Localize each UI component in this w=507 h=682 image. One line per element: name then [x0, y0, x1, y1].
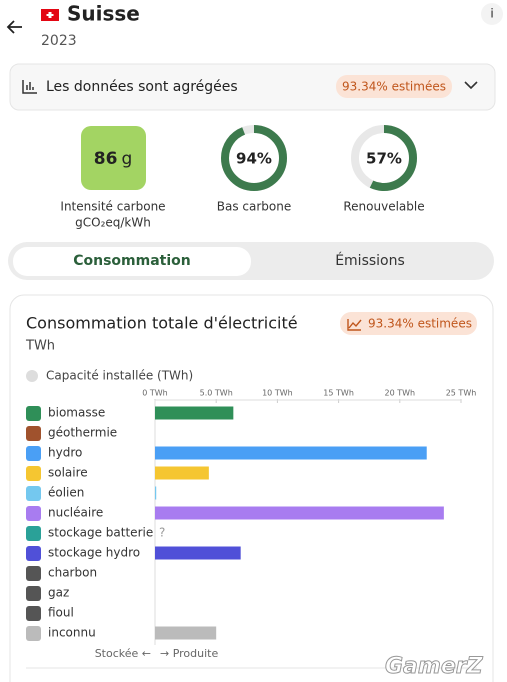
ring-value: 57% — [366, 150, 402, 168]
bar — [155, 446, 427, 460]
badge-text: 93.34% estimées — [368, 317, 472, 331]
metrics: 86 g Intensité carbone gCO₂eq/kWh 94% Bas car… — [60, 125, 425, 230]
bar — [155, 506, 444, 520]
legend-label: Capacité installée (TWh) — [46, 369, 193, 383]
x-tick-label: 25 TWh — [446, 389, 477, 398]
watermark: GamerZ — [385, 654, 484, 679]
source-icon — [26, 506, 41, 521]
source-icon — [26, 486, 41, 501]
source-icon — [26, 426, 41, 441]
axis-label: → Produite — [160, 647, 218, 660]
estimate-badge — [340, 312, 477, 335]
badge-text: 93.34% estimées — [342, 80, 446, 94]
estimate-badge — [336, 75, 452, 98]
category-label: charbon — [48, 566, 97, 580]
info-icon: i — [490, 7, 493, 21]
category-label: éolien — [48, 486, 84, 500]
chevron — [464, 81, 478, 90]
card — [9, 294, 494, 682]
source-icon — [26, 626, 41, 641]
bar — [155, 486, 157, 500]
category-label: gaz — [48, 586, 69, 600]
legend-marker[interactable] — [26, 370, 38, 382]
info-button[interactable] — [481, 3, 503, 25]
bar — [155, 466, 209, 480]
tab-label: Émissions — [335, 252, 405, 269]
tab-label: Consommation — [73, 253, 191, 269]
bar — [155, 546, 241, 560]
x-tick-label: 15 TWh — [323, 389, 354, 398]
country-title: Suisse — [67, 2, 140, 26]
tab-active[interactable] — [13, 247, 251, 276]
chart: 0 TWh 5.0 TWh 10 TWh 15 TWh 20 TWh 25 TWh biom… — [26, 389, 477, 660]
metric-label: Intensité carbone — [60, 200, 165, 214]
category-label: stockage hydro — [48, 546, 140, 560]
value-label: ? — [159, 526, 165, 540]
category-label: fioul — [48, 606, 74, 620]
x-tick-label: 5.0 TWh — [200, 389, 233, 398]
source-icon — [26, 566, 41, 581]
category-label: nucléaire — [48, 506, 103, 520]
intensity-box — [81, 126, 146, 190]
source-icon — [26, 526, 41, 541]
intensity-value: 86 g — [94, 149, 132, 169]
trend-icon — [347, 319, 362, 331]
accordion-label: Les données sont agrégées — [46, 79, 238, 95]
chart-icon — [22, 80, 37, 94]
metric-sublabel: gCO₂eq/kWh — [75, 216, 151, 230]
category-label: géothermie — [48, 426, 117, 440]
category-label: inconnu — [48, 626, 96, 640]
metric-label: Renouvelable — [343, 200, 424, 214]
source-icon — [26, 546, 41, 561]
bar — [155, 626, 217, 640]
flag-cross — [46, 12, 54, 18]
ring-value: 94% — [236, 150, 272, 168]
metric-label: Bas carbone — [217, 200, 291, 214]
unit: g — [121, 149, 132, 169]
category-label: hydro — [48, 446, 82, 460]
year: 2023 — [41, 33, 77, 49]
source-icon — [26, 606, 41, 621]
bar — [155, 406, 234, 420]
source-icon — [26, 466, 41, 481]
ring-arc — [221, 125, 287, 191]
source-icon — [26, 406, 41, 421]
source-icon — [26, 446, 41, 461]
chart-title: Consommation totale d'électricité — [26, 314, 298, 333]
category-label: stockage batterie — [48, 526, 153, 540]
axis-label: Stockée ← — [95, 647, 151, 660]
x-tick-label: 20 TWh — [385, 389, 416, 398]
category-label: biomasse — [48, 406, 105, 420]
chart-unit: TWh — [25, 339, 55, 354]
value: 86 — [94, 149, 118, 169]
x-tick-label: 10 TWh — [262, 389, 293, 398]
category-label: solaire — [48, 466, 88, 480]
x-tick-label: 0 TWh — [142, 389, 168, 398]
ring-arc — [351, 125, 417, 191]
back-button[interactable] — [6, 20, 22, 34]
source-icon — [26, 586, 41, 601]
